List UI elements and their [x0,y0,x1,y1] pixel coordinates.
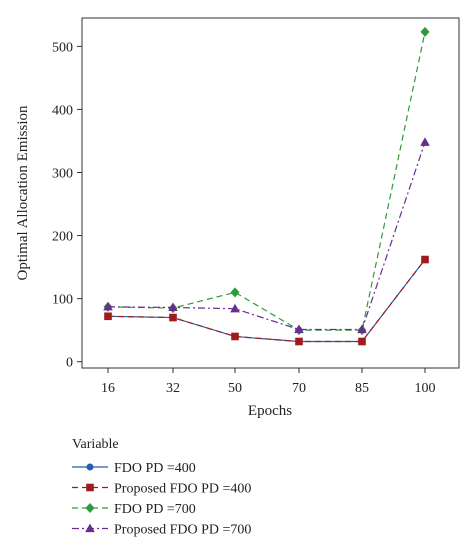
x-tick-label: 85 [355,381,369,396]
x-tick-label: 100 [415,381,436,396]
series-1 [104,256,429,346]
x-axis-ticks: 16 32 50 70 85 100 [101,368,436,396]
legend-label: Proposed FDO PD =400 [114,482,251,497]
legend-swatch-marker [86,483,94,492]
x-axis-label: Epochs [248,403,292,419]
series-line [107,259,426,343]
data-point [420,26,430,37]
y-tick-label: 100 [52,293,73,308]
legend-item: FDO PD =400 [72,461,196,476]
data-point [295,337,303,346]
data-point [421,255,429,264]
series-4 [103,137,430,334]
legend: Variable FDO PD =400 Proposed FDO PD =400… [72,437,251,538]
legend-title: Variable [72,437,119,452]
legend-label: FDO PD =400 [114,461,196,476]
data-point [103,301,113,311]
legend-label: Proposed FDO PD =700 [114,523,251,538]
y-tick-label: 500 [52,40,73,55]
series-2 [104,255,429,346]
series-line [107,31,426,331]
y-tick-label: 0 [66,356,73,371]
x-tick-label: 50 [228,381,242,396]
data-point [294,324,304,334]
series-line [107,142,426,331]
legend-swatch-marker [86,463,94,471]
series-line [107,259,426,343]
y-tick-label: 300 [52,167,73,182]
data-point [169,313,177,322]
legend-label: FDO PD =700 [114,502,196,517]
legend-swatch-marker [85,503,95,513]
x-tick-label: 70 [292,381,306,396]
legend-item: Proposed FDO PD =400 [72,482,251,497]
data-point [420,137,430,146]
data-point [168,302,178,312]
legend-swatch-marker [85,523,95,533]
plot-frame [81,17,460,369]
legend-item: FDO PD =700 [72,502,196,517]
y-axis-label: Optimal Allocation Emission [15,105,31,280]
data-point [230,287,240,298]
series-layer [103,26,430,346]
legend-item: Proposed FDO PD =700 [72,523,251,538]
y-tick-label: 400 [52,103,73,118]
x-tick-label: 16 [101,381,115,396]
y-tick-label: 200 [52,230,73,245]
data-point [357,324,367,334]
y-axis-ticks: 0 100 200 300 400 500 [52,40,82,371]
x-tick-label: 32 [166,381,180,396]
data-point [231,332,239,341]
data-point [230,303,240,313]
data-point [104,312,112,321]
series-3 [103,26,430,336]
data-point [358,337,366,346]
